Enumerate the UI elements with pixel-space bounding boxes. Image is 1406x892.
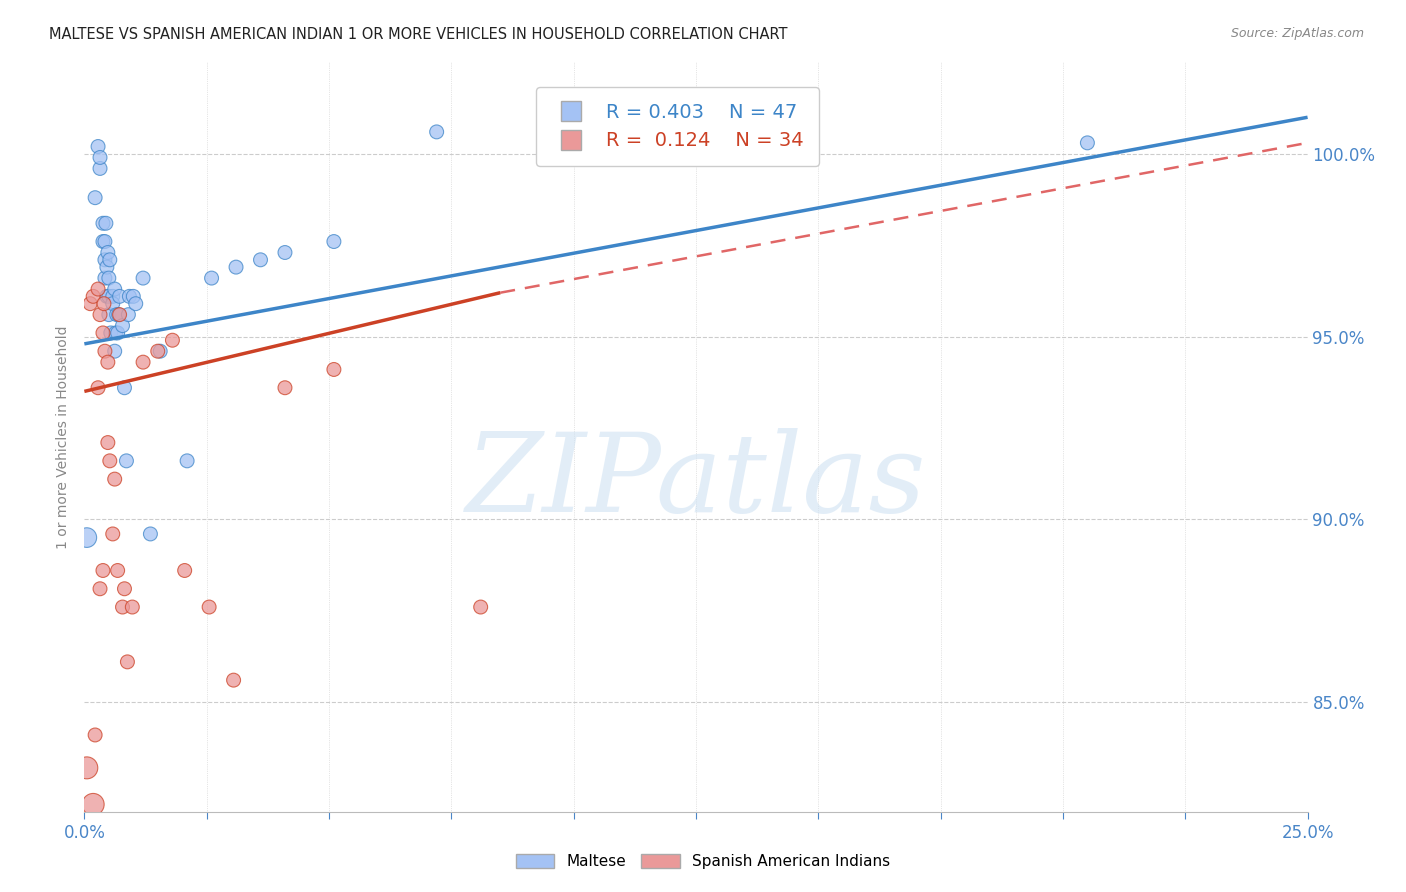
Point: [87, 282, 110, 296]
Point: [101, 289, 124, 303]
Point: [118, 289, 141, 303]
Point: [89, 161, 111, 176]
Point: [132, 355, 155, 369]
Text: Source: ZipAtlas.com: Source: ZipAtlas.com: [1230, 27, 1364, 40]
Y-axis label: 1 or more Vehicles in Household: 1 or more Vehicles in Household: [56, 326, 70, 549]
Point: [91, 216, 114, 230]
Point: [97, 289, 120, 303]
Point: [322, 362, 344, 376]
Point: [94, 271, 117, 285]
Point: [274, 245, 297, 260]
Point: [84, 728, 107, 742]
Point: [222, 673, 245, 687]
Point: [76, 531, 98, 545]
Point: [96, 289, 118, 303]
Point: [426, 125, 449, 139]
Point: [91, 235, 114, 249]
Point: [173, 564, 195, 578]
Point: [117, 655, 139, 669]
Point: [114, 381, 136, 395]
Point: [111, 318, 134, 333]
Point: [162, 333, 184, 347]
Point: [97, 271, 120, 285]
Point: [125, 296, 148, 310]
Point: [91, 564, 114, 578]
Point: [104, 472, 127, 486]
Point: [121, 600, 143, 615]
Point: [82, 289, 104, 303]
Point: [198, 600, 221, 615]
Point: [249, 252, 271, 267]
Point: [176, 454, 198, 468]
Point: [87, 381, 110, 395]
Point: [101, 296, 124, 310]
Point: [89, 151, 111, 165]
Point: [108, 308, 131, 322]
Point: [114, 582, 136, 596]
Point: [274, 381, 297, 395]
Point: [82, 797, 104, 812]
Point: [104, 326, 127, 340]
Point: [108, 289, 131, 303]
Point: [98, 252, 121, 267]
Point: [84, 191, 107, 205]
Point: [105, 308, 128, 322]
Point: [115, 454, 138, 468]
Point: [225, 260, 247, 274]
Point: [146, 344, 169, 359]
Point: [98, 454, 121, 468]
Text: MALTESE VS SPANISH AMERICAN INDIAN 1 OR MORE VEHICLES IN HOUSEHOLD CORRELATION C: MALTESE VS SPANISH AMERICAN INDIAN 1 OR …: [49, 27, 787, 42]
Point: [91, 326, 114, 340]
Point: [139, 527, 162, 541]
Point: [94, 344, 117, 359]
Point: [94, 235, 117, 249]
Point: [117, 308, 139, 322]
Point: [97, 245, 120, 260]
Point: [96, 260, 118, 274]
Point: [94, 252, 117, 267]
Point: [93, 296, 115, 310]
Point: [322, 235, 344, 249]
Point: [104, 282, 127, 296]
Point: [122, 289, 145, 303]
Point: [1076, 136, 1098, 150]
Point: [97, 308, 120, 322]
Point: [107, 308, 129, 322]
Point: [97, 355, 120, 369]
Point: [97, 435, 120, 450]
Point: [79, 296, 101, 310]
Point: [470, 600, 492, 615]
Legend: Maltese, Spanish American Indians: Maltese, Spanish American Indians: [510, 848, 896, 875]
Point: [107, 564, 129, 578]
Point: [100, 326, 122, 340]
Point: [107, 326, 129, 340]
Point: [76, 761, 98, 775]
Point: [89, 582, 111, 596]
Text: ZIPatlas: ZIPatlas: [465, 428, 927, 536]
Point: [89, 308, 111, 322]
Point: [111, 600, 134, 615]
Point: [200, 271, 222, 285]
Point: [94, 216, 117, 230]
Point: [101, 527, 124, 541]
Legend: R = 0.403    N = 47, R =  0.124    N = 34: R = 0.403 N = 47, R = 0.124 N = 34: [536, 87, 820, 166]
Point: [87, 139, 110, 153]
Point: [149, 344, 172, 359]
Point: [132, 271, 155, 285]
Point: [104, 344, 127, 359]
